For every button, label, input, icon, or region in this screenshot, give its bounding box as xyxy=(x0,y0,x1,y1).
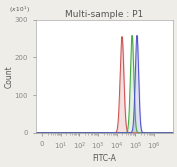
Y-axis label: Count: Count xyxy=(4,65,13,88)
Text: $(x\,10^1)$: $(x\,10^1)$ xyxy=(9,5,30,15)
X-axis label: FITC-A: FITC-A xyxy=(93,154,116,163)
Title: Multi-sample : P1: Multi-sample : P1 xyxy=(65,10,144,19)
